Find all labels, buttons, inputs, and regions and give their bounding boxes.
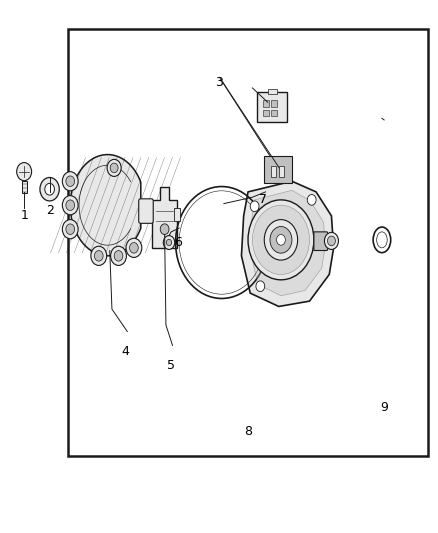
Polygon shape [250, 190, 325, 296]
Text: 1: 1 [20, 209, 28, 222]
Circle shape [255, 281, 264, 292]
Circle shape [110, 246, 126, 265]
Circle shape [327, 236, 335, 246]
Circle shape [250, 201, 258, 212]
Circle shape [62, 172, 78, 191]
Bar [262, 100, 268, 107]
Circle shape [324, 232, 338, 249]
Circle shape [163, 236, 174, 249]
Bar [271, 100, 277, 107]
Circle shape [66, 224, 74, 235]
Circle shape [269, 227, 291, 253]
Polygon shape [313, 232, 328, 251]
Text: 2: 2 [46, 204, 54, 217]
Circle shape [110, 163, 118, 173]
Circle shape [114, 251, 123, 261]
Circle shape [45, 183, 54, 195]
Text: 8: 8 [244, 425, 251, 438]
Bar [262, 110, 268, 116]
Circle shape [66, 176, 74, 187]
Polygon shape [241, 181, 333, 306]
Bar [174, 208, 179, 221]
Circle shape [252, 205, 309, 274]
Bar [68, 29, 427, 456]
Circle shape [129, 243, 138, 253]
Text: 3: 3 [215, 76, 223, 89]
FancyBboxPatch shape [264, 156, 292, 183]
Circle shape [264, 220, 297, 260]
Polygon shape [152, 187, 177, 248]
Bar [270, 166, 276, 177]
Bar [271, 110, 277, 116]
Bar [278, 166, 283, 177]
Circle shape [94, 251, 103, 261]
FancyBboxPatch shape [138, 199, 153, 223]
Polygon shape [70, 155, 141, 256]
Text: 5: 5 [167, 359, 175, 372]
Circle shape [62, 196, 78, 215]
Circle shape [62, 220, 78, 239]
Circle shape [166, 239, 171, 246]
Circle shape [247, 200, 313, 280]
Circle shape [66, 200, 74, 211]
Circle shape [91, 246, 106, 265]
Bar [21, 181, 27, 193]
Text: 7: 7 [259, 193, 267, 206]
Circle shape [107, 159, 121, 176]
Bar [267, 89, 276, 94]
Circle shape [160, 224, 169, 235]
FancyBboxPatch shape [257, 92, 286, 122]
Circle shape [40, 177, 59, 201]
Circle shape [17, 163, 32, 181]
Circle shape [307, 195, 315, 205]
Circle shape [126, 238, 141, 257]
Text: 4: 4 [121, 345, 129, 358]
Circle shape [276, 235, 285, 245]
Text: 9: 9 [379, 401, 387, 414]
Text: 6: 6 [173, 236, 181, 249]
